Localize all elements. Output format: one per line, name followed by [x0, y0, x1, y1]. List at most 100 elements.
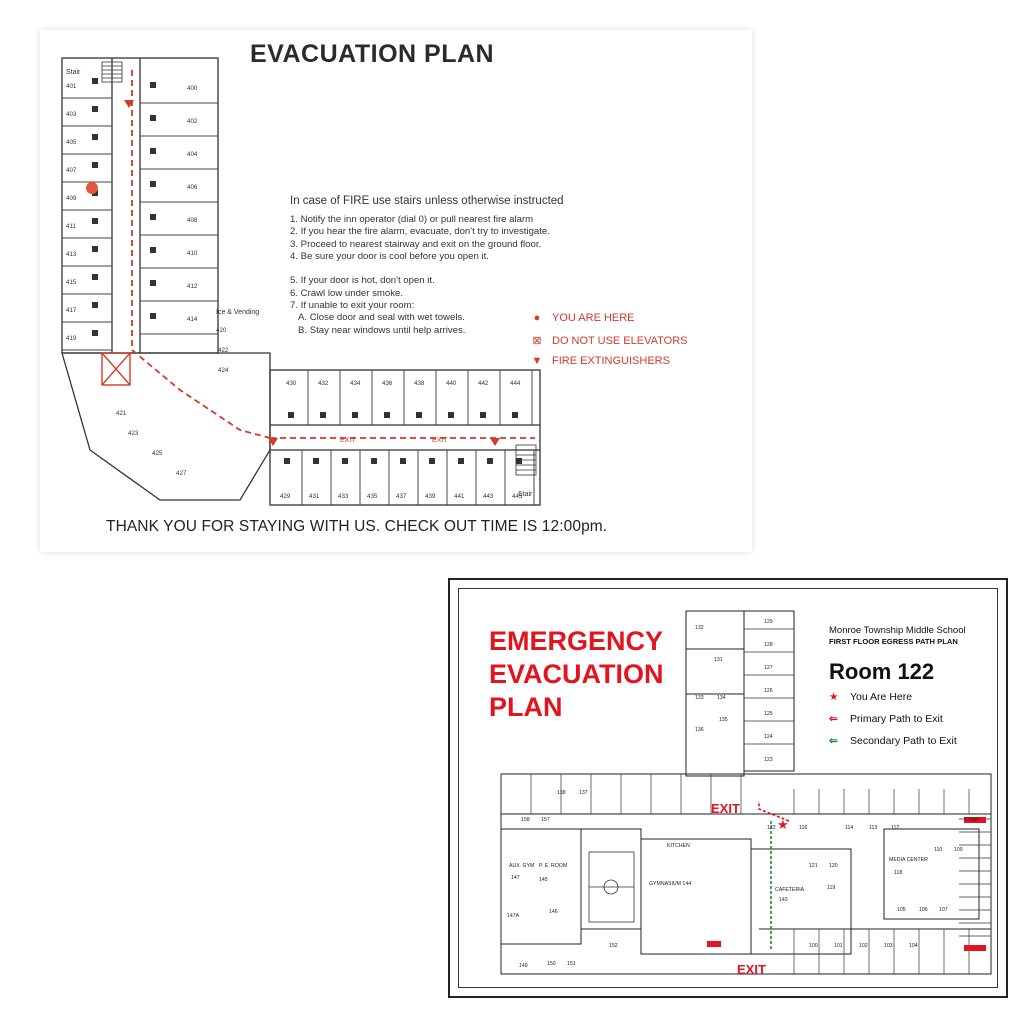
elevator-x-icon: ⊠ [532, 335, 542, 347]
room-label: 106 [919, 907, 928, 913]
room-label: 104 [909, 943, 918, 949]
red-dot-icon: ● [533, 312, 541, 324]
room-label: 116 [799, 825, 807, 831]
legend-primary-path: ⇐ Primary Path to Exit [829, 713, 943, 725]
school-plan-frame: EMERGENCY EVACUATION PLAN Monroe Townshi… [458, 588, 998, 988]
room-number: 412 [187, 283, 198, 290]
elevator-do-not-use [101, 352, 131, 386]
room-label: 157 [541, 817, 550, 823]
stair-top-label: Stair [66, 69, 81, 76]
room-label: 124 [764, 734, 773, 740]
legend-extinguishers: ▼ FIRE EXTINGUISHERS [530, 355, 670, 367]
instructions-list: 1. Notify the inn operator (dial 0) or p… [290, 214, 550, 337]
hotel-evacuation-plan: EVACUATION PLAN [40, 30, 752, 552]
legend-you-are-here: ● YOU ARE HERE [530, 312, 635, 324]
instruction-line: 5. If your door is hot, don't open it. [290, 275, 435, 287]
room-number: 436 [382, 380, 393, 387]
room-number: 427 [176, 470, 187, 477]
you-are-here-dot [86, 182, 98, 194]
room-number: 411 [66, 223, 76, 230]
room-label: GYMNASIUM 144 [649, 881, 691, 887]
legend-you-are-here: ★ You Are Here [829, 691, 912, 703]
extinguisher-markers [124, 100, 500, 446]
room-number: 406 [187, 184, 198, 191]
red-arrow-icon: ⇐ [829, 713, 838, 725]
room-number: 430 [286, 380, 297, 387]
room-number: 429 [280, 493, 291, 500]
room-number: 410 [187, 250, 198, 257]
room-number: Room 122 [829, 659, 935, 684]
room-number: 423 [128, 430, 139, 437]
room-label: 100 [809, 943, 818, 949]
instruction-line: B. Stay near windows until help arrives. [298, 324, 466, 336]
room-label: 137 [579, 790, 588, 796]
room-label: 151 [567, 961, 576, 967]
room-number: 407 [66, 167, 77, 174]
room-number: 431 [309, 493, 320, 500]
room-label: P. E. ROOM [539, 863, 567, 869]
room-label: 107 [939, 907, 948, 913]
school-name: Monroe Township Middle School [829, 625, 966, 636]
room-label: 119 [827, 885, 835, 891]
room-label: 132 [695, 625, 704, 631]
room-label: 113 [869, 825, 877, 831]
corner-wing-outline [61, 352, 271, 501]
ice-vending-label: Ice & Vending [216, 309, 259, 316]
room-number: 403 [66, 111, 77, 118]
room-label: 118 [894, 870, 902, 876]
stair-bottom [515, 444, 537, 476]
primary-exit-path [758, 801, 790, 822]
room-number: 440 [446, 380, 457, 387]
instruction-line [290, 263, 550, 275]
room-label: AUX. GYM [509, 863, 534, 869]
room-label: 149 [519, 963, 528, 969]
room-number: 438 [414, 380, 425, 387]
room-label: 129 [764, 619, 773, 625]
room-number: 417 [66, 307, 77, 314]
room-number: 441 [454, 493, 465, 500]
room-label: 131 [714, 657, 723, 663]
legend-label: YOU ARE HERE [552, 312, 635, 324]
room-label: 135 [719, 717, 728, 723]
exit-label-south: EXIT [737, 962, 766, 977]
room-number: 415 [66, 279, 77, 286]
room-label: 134 [717, 695, 726, 701]
room-number: 420 [216, 327, 227, 334]
instruction-line: 3. Proceed to nearest stairway and exit … [290, 238, 542, 250]
title-line-1: EMERGENCY [489, 626, 664, 656]
room-label: 128 [764, 642, 773, 648]
room-label: 105 [897, 907, 906, 913]
school-evacuation-plan: EMERGENCY EVACUATION PLAN Monroe Townshi… [448, 578, 1008, 998]
legend-secondary-path: ⇐ Secondary Path to Exit [829, 735, 957, 747]
instruction-line: 7. If unable to exit your room: [290, 300, 415, 312]
stair-top [101, 61, 123, 83]
room-number: 400 [187, 85, 198, 92]
room-label: 109 [954, 847, 963, 853]
legend-elevators: ⊠ DO NOT USE ELEVATORS [530, 334, 688, 347]
room-label: 126 [764, 688, 773, 694]
legend-label: DO NOT USE ELEVATORS [552, 335, 688, 347]
room-label: 114 [845, 825, 853, 831]
room-label: 127 [764, 665, 773, 671]
room-number: 435 [367, 493, 378, 500]
room-number: 414 [187, 316, 198, 323]
instruction-line: 2. If you hear the fire alarm, evacuate,… [290, 226, 550, 238]
hotel-footer: THANK YOU FOR STAYING WITH US. CHECK OUT… [106, 518, 608, 535]
hotel-plan-title: EVACUATION PLAN [250, 40, 495, 68]
room-number: 425 [152, 450, 163, 457]
room-label: KITCHEN [667, 843, 690, 849]
room-label: 112 [891, 825, 899, 831]
room-number: 419 [66, 335, 77, 342]
room-label: 136 [695, 727, 704, 733]
room-label: 143 [779, 897, 788, 903]
stair-markers [707, 817, 986, 951]
room-label: MEDIA CENTER [889, 857, 928, 863]
green-arrow-icon: ⇐ [829, 735, 838, 747]
exit-label-2: EXIT [432, 437, 448, 444]
floor-subtitle: FIRST FLOOR EGRESS PATH PLAN [829, 637, 958, 646]
exit-label-north: EXIT [711, 801, 740, 816]
room-label: 145 [539, 877, 548, 883]
hotel-floor-plan: Stair Stair Ice & Vending EXIT EXIT 401 4… [61, 57, 541, 506]
room-number: 404 [187, 151, 198, 158]
room-number: 422 [218, 347, 229, 354]
